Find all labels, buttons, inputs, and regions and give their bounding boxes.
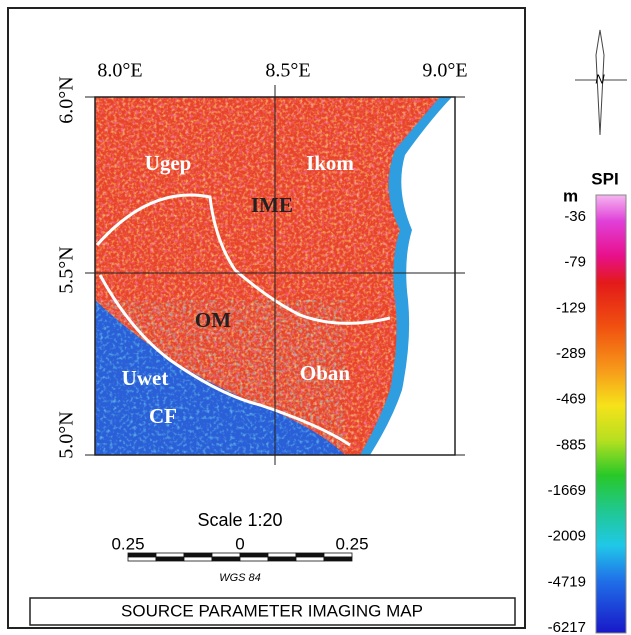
legend-title: SPI <box>591 169 618 188</box>
scale-segment <box>184 557 212 561</box>
latitude-label: 5.5°N <box>56 246 78 293</box>
legend-label: -1669 <box>548 482 586 499</box>
legend-label: -36 <box>564 208 586 225</box>
legend-unit: m <box>563 186 578 205</box>
scale-segment <box>128 557 156 561</box>
legend-label: -129 <box>556 299 586 316</box>
scale-label: 0.25 <box>111 534 144 553</box>
scale-segment <box>268 557 296 561</box>
region-label: Oban <box>300 361 351 385</box>
legend-label: -4719 <box>548 573 586 590</box>
legend-label: -885 <box>556 436 586 453</box>
scale-segment <box>324 553 352 557</box>
longitude-label: 9.0°E <box>422 60 467 82</box>
legend-colorbar <box>596 195 626 633</box>
scale-segment <box>212 557 240 561</box>
scale-segment <box>184 553 212 557</box>
scale-segment <box>212 553 240 557</box>
scale-segment <box>156 557 184 561</box>
scale-datum: WGS 84 <box>219 572 261 584</box>
legend-label: -6217 <box>548 619 586 635</box>
longitude-label: 8.5°E <box>265 60 310 82</box>
scale-bar <box>128 553 352 561</box>
map-figure: 8.0°E 8.5°E 9.0°E 6.0°N 5.5°N 5.0°N Ugep… <box>0 0 631 635</box>
region-label: OM <box>195 308 231 332</box>
region-label: Ugep <box>145 151 192 175</box>
region-label: IME <box>251 193 293 217</box>
scale-label: 0 <box>235 534 244 553</box>
scale-segment <box>324 557 352 561</box>
scale-segment <box>296 557 324 561</box>
legend-label: -469 <box>556 391 586 408</box>
legend-label: -79 <box>564 254 586 271</box>
latitude-label: 6.0°N <box>56 76 78 123</box>
latitude-label: 5.0°N <box>56 411 78 458</box>
region-label: CF <box>149 404 177 428</box>
longitude-label: 8.0°E <box>97 60 142 82</box>
scale-label: 0.25 <box>335 534 368 553</box>
scale-segment <box>268 553 296 557</box>
scale-segment <box>240 553 268 557</box>
scale-segment <box>240 557 268 561</box>
legend-label: -289 <box>556 345 586 362</box>
north-label: N <box>595 71 605 86</box>
north-arrow: N <box>575 30 627 135</box>
region-label: Ikom <box>306 151 354 175</box>
caption: SOURCE PARAMETER IMAGING MAP <box>121 601 423 620</box>
scale-segment <box>128 553 156 557</box>
scale-title: Scale 1:20 <box>197 510 282 530</box>
scale-segment <box>156 553 184 557</box>
scale-segment <box>296 553 324 557</box>
legend-labels: -36 -79 -129 -289 -469 -885 -1669 -2009 -4719 -62… <box>548 208 586 635</box>
region-label: Uwet <box>122 366 169 390</box>
legend-label: -2009 <box>548 528 586 545</box>
